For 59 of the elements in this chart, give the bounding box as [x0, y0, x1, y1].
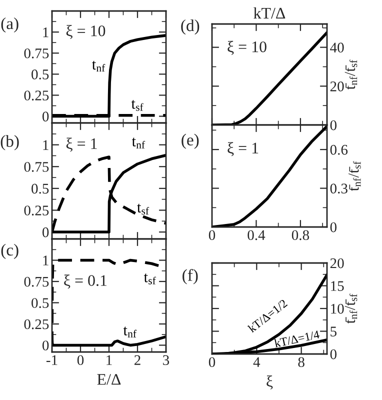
text: ξ = 10 — [228, 40, 266, 55]
series-label: t$_{sf}$ — [144, 274, 156, 284]
y-tick-label: 0.25 — [24, 319, 49, 330]
y-tick-label: 1 — [43, 256, 48, 266]
series-label: t$_{nf}$ — [92, 60, 106, 72]
x-tick-label: 1 — [106, 355, 112, 365]
y-tick-label: 0.5 — [32, 184, 49, 194]
y-tick-label: 0.5 — [32, 70, 49, 80]
text: kT/Δ=1/4 — [274, 330, 320, 348]
x-tick-label: 2 — [134, 355, 140, 365]
text: ξ = 0.1 — [64, 274, 107, 289]
y-tick-label: 20 — [330, 258, 344, 268]
y-tick-label: 0 — [42, 112, 49, 122]
chart-title: (e) — [182, 134, 199, 149]
x-tick-label: -1 — [46, 355, 58, 365]
series-label: t$_{nf}$ — [132, 138, 146, 148]
text: ξ = 10 — [66, 24, 106, 39]
x-tick-label: 0 — [208, 230, 216, 240]
chart-title: (d) — [181, 19, 200, 35]
y-tick-label: 10 — [331, 304, 344, 314]
x-tick-label: 0 — [208, 357, 216, 368]
y-tick-label: 20 — [330, 82, 344, 92]
text: ξ = 1 — [228, 142, 258, 156]
x-tick-label: 8 — [298, 357, 304, 368]
y-tick-label: 0.75 — [24, 276, 49, 287]
chart-title: (c) — [1, 244, 18, 259]
y-tick-label: 5 — [330, 326, 336, 336]
y-tick-label: 0 — [330, 222, 337, 232]
series-label: t$_{sf}$ — [137, 204, 150, 215]
y-tick-label: 0 — [42, 340, 49, 350]
y-tick-label: 0.6 — [330, 144, 348, 155]
y-tick-label: 0.3 — [330, 184, 348, 194]
chart-title: (f) — [182, 269, 198, 284]
x-axis-title: kT/Δ — [254, 7, 286, 19]
x-axis-title: ξ — [266, 375, 273, 390]
y-tick-label: 15 — [331, 281, 344, 291]
series-label: t$_{nf}$ — [123, 326, 136, 338]
x-tick-label: 0 — [77, 355, 84, 366]
series-label: t$_{sf}$ — [131, 100, 144, 111]
x-tick-label: 0.8 — [292, 230, 310, 240]
y-tick-label: 0.5 — [32, 298, 49, 308]
y-axis-title: t̄$_{nf}$/t̄$_{sf}$ — [344, 60, 358, 90]
y-axis-title: t̄$_{nf}$/t̄$_{sf}$ — [348, 161, 361, 192]
y-tick-label: 40 — [330, 42, 344, 53]
x-axis-title: E/Δ — [97, 374, 121, 385]
y-tick-label: 1 — [43, 27, 48, 38]
y-tick-label: 0.25 — [24, 90, 49, 100]
y-tick-label: 0.75 — [24, 48, 49, 58]
y-tick-label: 0.75 — [24, 162, 49, 172]
x-tick-label: 4 — [253, 357, 260, 367]
y-axis-title: t̄$_{nf}$/t̄$_{sf}$ — [344, 294, 358, 324]
text: ξ = 1 — [66, 138, 97, 152]
y-tick-label: 0 — [330, 120, 337, 130]
y-tick-label: 1 — [43, 140, 48, 150]
x-tick-label: 3 — [163, 355, 170, 366]
x-tick-label: 0.4 — [248, 230, 266, 240]
chart-title: (a) — [1, 17, 18, 33]
y-tick-label: 0.25 — [24, 206, 49, 216]
text: (b) — [0, 135, 19, 150]
